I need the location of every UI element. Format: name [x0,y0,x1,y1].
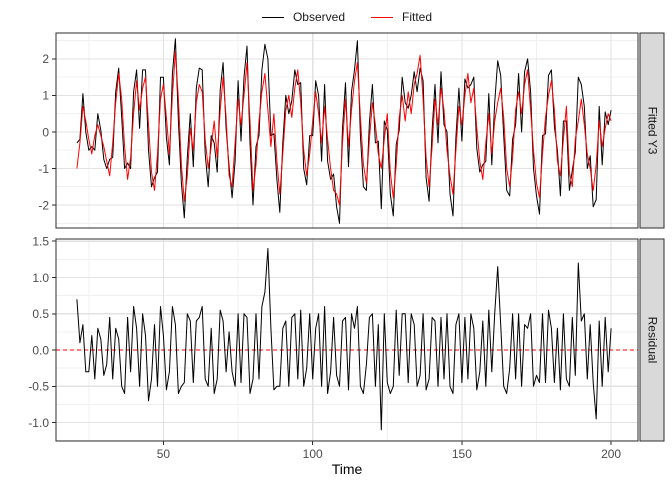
facet-strip [639,238,665,442]
y-tick-label: 1.0 [32,271,49,285]
legend-label-fitted: Fitted [402,10,433,24]
strip-label-fitted-y3: Fitted Y3 [646,107,660,155]
y-tick-label: 0.5 [32,307,49,321]
x-tick-label: 150 [452,447,472,461]
y-tick-label: 0.0 [32,343,49,357]
series-line-residual [76,248,612,431]
y-tick-label: 1 [42,89,49,103]
y-tick-label: 0 [42,125,49,139]
x-axis-title: Time [332,461,363,477]
x-tick-label: 100 [303,447,323,461]
legend-label-observed: Observed [292,10,345,24]
series-line-observed [76,38,612,224]
series-line-fitted [76,51,612,206]
observed-line-key-icon [261,16,284,18]
x-tick-label: 50 [157,447,171,461]
panel-background [56,239,638,441]
legend-item-fitted: Fitted [371,8,432,26]
y-tick-label: -0.5 [28,380,49,394]
y-tick-label: -1 [38,162,49,176]
panel-border [55,238,639,442]
y-tick-label: -1.0 [28,416,49,430]
facet-strip [639,32,665,229]
panel-border [55,32,639,229]
y-tick-label: 2 [42,52,49,66]
x-tick-label: 200 [601,447,621,461]
fitted-line-key-icon [371,16,393,18]
strip-label-residual: Residual [646,317,660,364]
y-tick-label: 1.5 [32,235,49,249]
legend: Observed Fitted [56,8,638,26]
legend-item-observed: Observed [261,8,345,26]
y-tick-label: -2 [38,198,49,212]
